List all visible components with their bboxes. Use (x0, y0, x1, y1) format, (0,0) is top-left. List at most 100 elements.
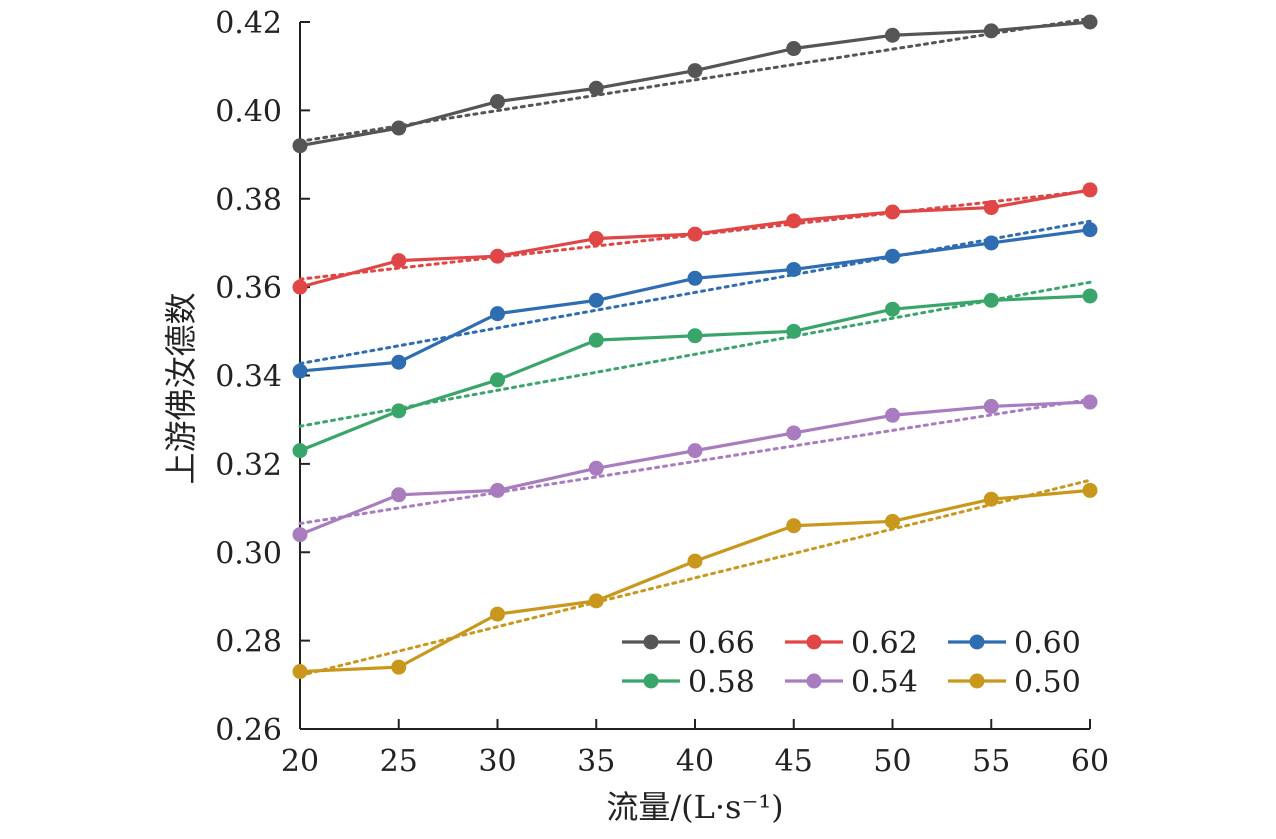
x-tick-label: 25 (380, 744, 418, 779)
y-tick-label: 0.30 (215, 536, 282, 571)
x-axis-label: 流量/(L·s⁻¹) (606, 788, 783, 826)
data-point (786, 425, 802, 441)
data-point (1082, 182, 1098, 198)
data-point (885, 204, 900, 220)
data-point (1082, 394, 1098, 410)
y-tick-label: 0.26 (215, 713, 282, 748)
data-point (885, 301, 900, 317)
data-point (490, 606, 505, 622)
x-tick-label: 60 (1071, 744, 1109, 779)
data-point (885, 407, 900, 423)
data-point (1082, 482, 1098, 498)
data-point (490, 248, 505, 264)
data-point (983, 398, 999, 414)
axes: 20 25 30 35 40 45 50 55 60 0.26 0.28 0.30 0.32 0.34 0.… (215, 6, 1109, 779)
data-point (786, 213, 802, 229)
legend-item-0.60: 0.60 (948, 626, 1081, 661)
data-point (391, 120, 407, 136)
data-point (588, 593, 604, 609)
legend-swatch-marker (806, 673, 822, 689)
legend-item-0.58: 0.58 (622, 665, 755, 700)
data-point (490, 482, 505, 498)
data-point (292, 279, 308, 295)
legend-label: 0.66 (688, 626, 755, 661)
x-tick-label: 55 (972, 744, 1010, 779)
y-axis-label: 上游佛汝德数 (162, 292, 200, 484)
legend-swatch-marker (969, 634, 985, 650)
data-point (391, 354, 407, 370)
y-tick-label: 0.32 (215, 448, 282, 483)
legend: 0.66 0.62 0.60 0.58 0.54 0.50 (622, 626, 1081, 700)
trendline-0.54 (298, 397, 1092, 526)
trendline-0.62 (298, 189, 1092, 281)
data-point (983, 491, 999, 507)
data-point (687, 270, 703, 286)
data-point (687, 443, 703, 459)
data-point (885, 513, 900, 529)
data-point (983, 200, 999, 216)
data-point (1082, 288, 1098, 304)
data-point (588, 231, 604, 247)
data-point (687, 63, 703, 79)
y-tick-label: 0.38 (215, 183, 282, 218)
legend-swatch-marker (643, 673, 659, 689)
y-tick-label: 0.34 (215, 360, 282, 395)
data-point (885, 248, 900, 264)
legend-swatch-marker (643, 634, 659, 650)
data-point (588, 292, 604, 308)
data-point (292, 138, 308, 154)
trendline-0.58 (298, 280, 1092, 428)
y-tick-label: 0.40 (215, 94, 282, 129)
data-point (687, 553, 703, 569)
data-point (687, 226, 703, 242)
data-point (786, 261, 802, 277)
data-point (786, 518, 802, 534)
x-tick-label: 35 (577, 744, 615, 779)
data-point (292, 664, 308, 680)
series-lines (292, 14, 1098, 680)
data-point (983, 235, 999, 251)
y-tick-label: 0.36 (215, 271, 282, 306)
data-point (983, 23, 999, 39)
legend-item-0.54: 0.54 (785, 665, 918, 700)
series-line-0.60 (299, 228, 1091, 373)
trendlines (298, 16, 1092, 678)
x-tick-label: 40 (676, 744, 714, 779)
series-line-0.66 (299, 20, 1091, 148)
legend-item-0.50: 0.50 (948, 665, 1081, 700)
data-point (786, 323, 802, 339)
legend-label: 0.60 (1014, 626, 1081, 661)
data-point (983, 292, 999, 308)
data-point (292, 363, 308, 379)
legend-label: 0.58 (688, 665, 755, 700)
data-point (490, 94, 505, 110)
data-point (1082, 14, 1098, 30)
trendline-0.66 (298, 16, 1092, 143)
trendline-0.60 (298, 219, 1092, 366)
data-point (588, 80, 604, 96)
data-point (588, 332, 604, 348)
data-point (786, 41, 802, 57)
x-tick-label: 50 (873, 744, 911, 779)
data-point (885, 27, 900, 43)
legend-item-0.62: 0.62 (785, 626, 918, 661)
data-point (588, 460, 604, 476)
legend-swatch-marker (806, 634, 822, 650)
trendline-0.50 (298, 478, 1092, 678)
data-point (391, 403, 407, 419)
x-tick-label: 30 (478, 744, 516, 779)
legend-label: 0.62 (851, 626, 918, 661)
data-point (490, 306, 505, 322)
data-point (490, 372, 505, 388)
data-point (687, 328, 703, 344)
x-tick-label: 45 (775, 744, 813, 779)
data-point (1082, 222, 1098, 238)
legend-label: 0.54 (851, 665, 918, 700)
legend-swatch-marker (969, 673, 985, 689)
data-point (391, 487, 407, 503)
y-tick-label: 0.28 (215, 625, 282, 660)
data-point (292, 443, 308, 459)
data-point (391, 659, 407, 675)
